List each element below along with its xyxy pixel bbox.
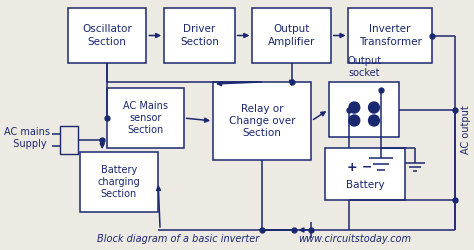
Circle shape — [349, 102, 360, 113]
Bar — [107, 88, 183, 148]
Text: Output
socket: Output socket — [347, 56, 381, 78]
Bar — [80, 152, 158, 212]
Bar — [60, 126, 78, 154]
Text: Battery
charging
Section: Battery charging Section — [98, 164, 140, 200]
Bar — [68, 8, 146, 63]
Text: AC output: AC output — [461, 106, 471, 154]
Text: Battery: Battery — [346, 180, 384, 190]
Text: Relay or
Change over
Section: Relay or Change over Section — [229, 104, 295, 138]
Text: Oscillator
Section: Oscillator Section — [82, 24, 132, 47]
Circle shape — [369, 115, 379, 126]
Circle shape — [369, 102, 379, 113]
Text: Driver
Section: Driver Section — [180, 24, 219, 47]
Bar — [252, 8, 331, 63]
Text: Block diagram of a basic inverter: Block diagram of a basic inverter — [97, 234, 260, 244]
Bar — [325, 148, 405, 200]
Text: www.circuitstoday.com: www.circuitstoday.com — [299, 234, 411, 244]
Text: + −: + − — [347, 161, 373, 174]
Bar — [329, 82, 400, 137]
Bar — [213, 82, 311, 160]
Bar — [348, 8, 432, 63]
Text: Inverter
Transformer: Inverter Transformer — [359, 24, 421, 47]
Text: Output
Amplifier: Output Amplifier — [268, 24, 315, 47]
Bar — [164, 8, 235, 63]
Text: AC Mains
sensor
Section: AC Mains sensor Section — [123, 100, 168, 136]
Circle shape — [349, 115, 360, 126]
Text: AC mains
  Supply: AC mains Supply — [4, 127, 50, 149]
